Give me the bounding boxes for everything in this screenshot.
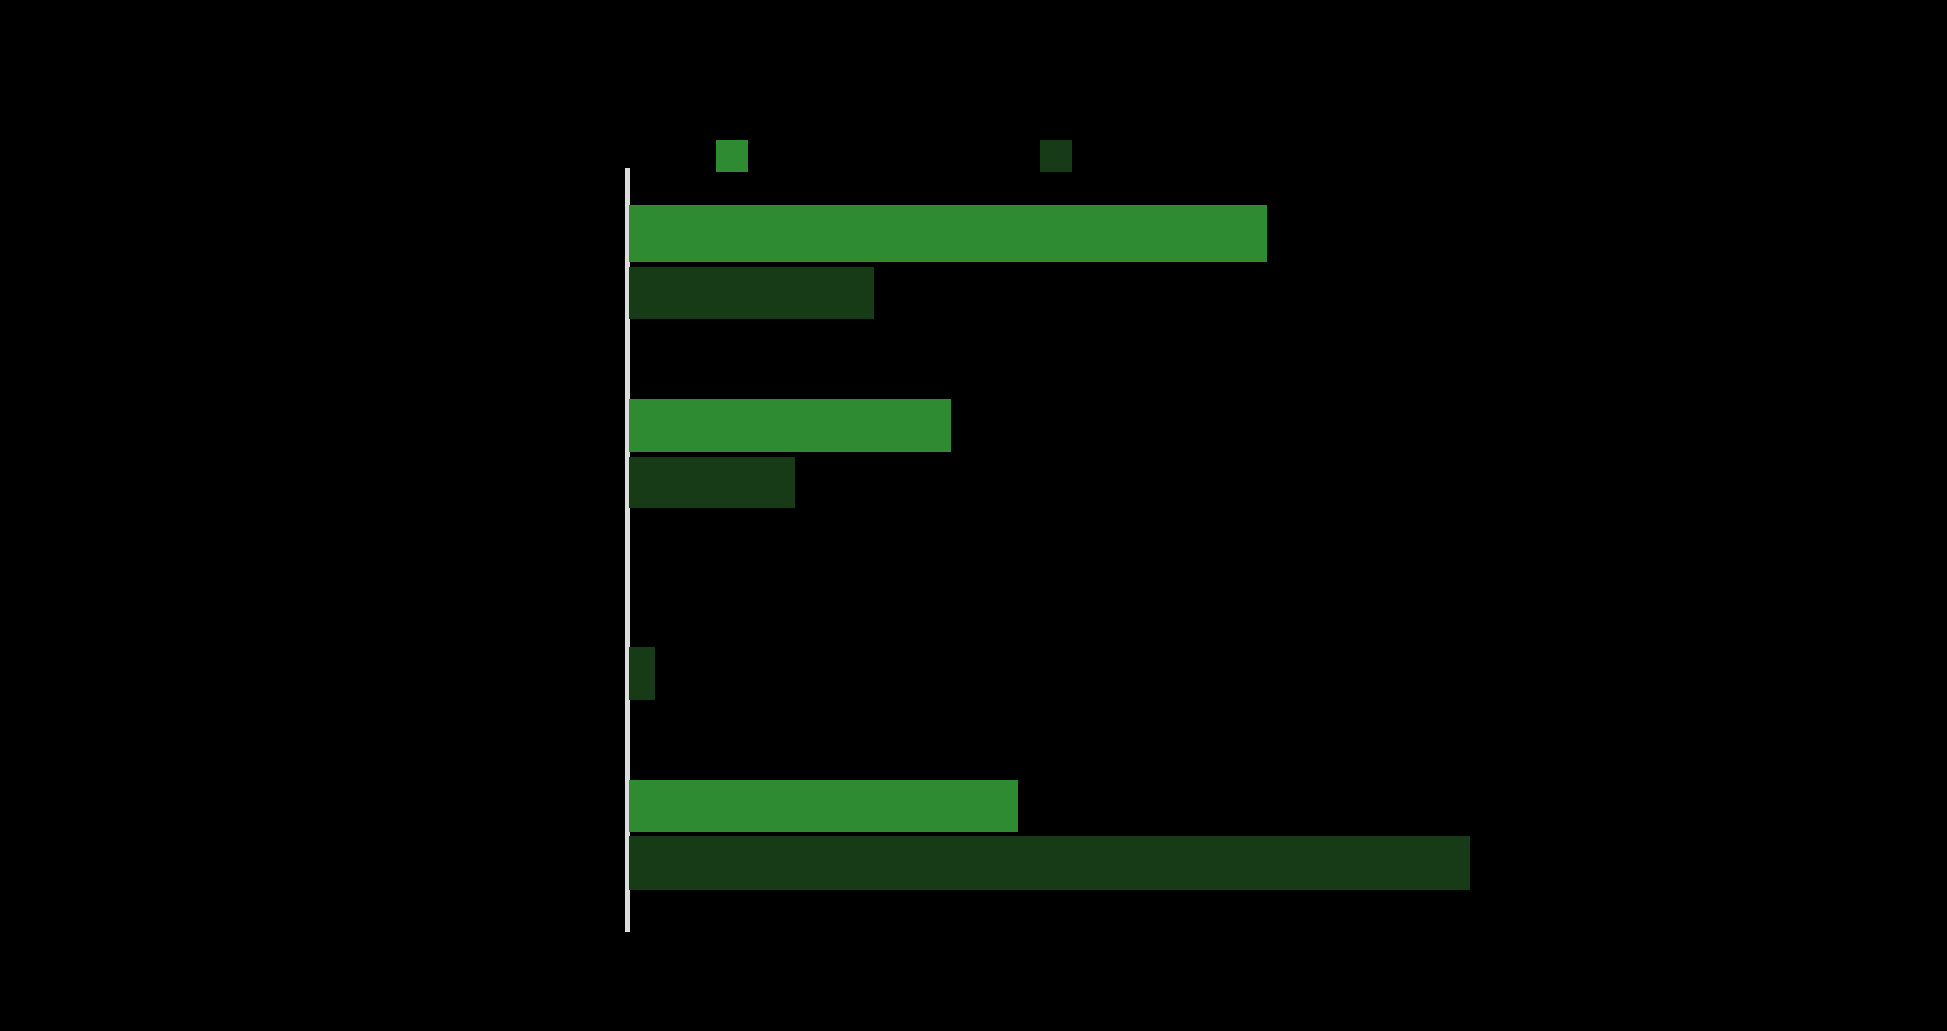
legend-entry-0[interactable] bbox=[716, 140, 758, 172]
bar-group-1-series-1[interactable] bbox=[629, 457, 795, 508]
bar-group-3-series-1[interactable] bbox=[629, 836, 1470, 890]
legend-swatch-icon-0 bbox=[716, 140, 748, 172]
y-axis-spine bbox=[625, 168, 630, 932]
bar-group-3-series-0[interactable] bbox=[629, 780, 1018, 832]
legend-swatch-icon-1 bbox=[1040, 140, 1072, 172]
bar-group-2-series-1[interactable] bbox=[629, 647, 655, 700]
bar-group-0-series-1[interactable] bbox=[629, 267, 874, 319]
legend-entry-1[interactable] bbox=[1040, 140, 1082, 172]
bar-group-1-series-0[interactable] bbox=[629, 399, 951, 452]
bar-group-0-series-0[interactable] bbox=[629, 205, 1267, 262]
